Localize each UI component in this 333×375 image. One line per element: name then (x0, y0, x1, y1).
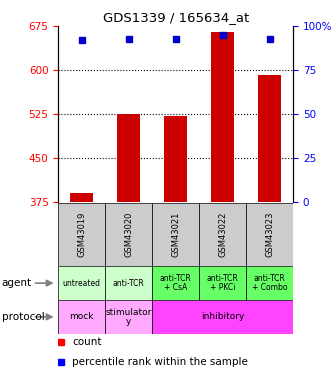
Bar (152, 202, 199, 266)
Bar (199, 266, 246, 300)
Title: GDS1339 / 165634_at: GDS1339 / 165634_at (103, 11, 249, 24)
Text: anti-TCR
+ PKCi: anti-TCR + PKCi (207, 274, 238, 292)
Bar (105, 300, 152, 334)
Text: count: count (72, 337, 102, 347)
Bar (258, 75, 281, 202)
Bar (58, 266, 105, 300)
Text: GSM43023: GSM43023 (265, 211, 274, 257)
Bar (211, 32, 234, 203)
Text: mock: mock (70, 312, 94, 321)
Text: protocol: protocol (2, 312, 44, 322)
Bar (152, 266, 199, 300)
Text: GSM43020: GSM43020 (124, 211, 133, 257)
Bar (105, 202, 152, 266)
Text: agent: agent (2, 278, 32, 288)
Text: GSM43019: GSM43019 (77, 211, 86, 257)
Bar (58, 300, 105, 334)
Bar (117, 114, 141, 202)
Text: anti-TCR: anti-TCR (113, 279, 145, 288)
Text: untreated: untreated (63, 279, 101, 288)
Bar (70, 192, 94, 202)
Bar (199, 202, 246, 266)
Bar (152, 300, 293, 334)
Text: inhibitory: inhibitory (201, 312, 244, 321)
Text: GSM43021: GSM43021 (171, 211, 180, 257)
Bar (164, 116, 187, 202)
Text: percentile rank within the sample: percentile rank within the sample (72, 357, 248, 367)
Text: stimulator
y: stimulator y (106, 308, 152, 326)
Bar (105, 266, 152, 300)
Text: GSM43022: GSM43022 (218, 211, 227, 257)
Bar (58, 202, 105, 266)
Bar (246, 266, 293, 300)
Text: anti-TCR
+ CsA: anti-TCR + CsA (160, 274, 191, 292)
Text: anti-TCR
+ Combo: anti-TCR + Combo (252, 274, 287, 292)
Bar (246, 202, 293, 266)
